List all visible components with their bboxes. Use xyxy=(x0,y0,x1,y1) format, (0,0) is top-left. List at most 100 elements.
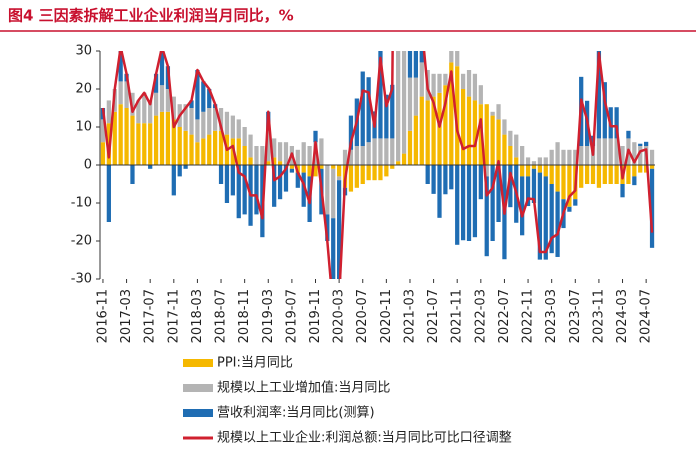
bar xyxy=(649,149,655,165)
bar xyxy=(555,165,560,192)
bar xyxy=(159,51,165,86)
bar xyxy=(153,92,159,116)
bar xyxy=(354,146,359,165)
bar xyxy=(549,184,554,254)
bar xyxy=(130,165,135,184)
bar xyxy=(218,130,224,165)
bar xyxy=(242,165,247,215)
bar xyxy=(183,165,188,169)
bar xyxy=(171,96,176,120)
bar xyxy=(171,119,176,165)
bar xyxy=(402,0,406,21)
bar xyxy=(354,165,359,188)
bar xyxy=(390,165,395,169)
bar xyxy=(319,138,324,165)
bar xyxy=(396,0,400,28)
x-tick-label: 2022-11 xyxy=(521,289,536,343)
bar xyxy=(177,165,182,177)
bar xyxy=(277,142,283,162)
bar xyxy=(478,165,483,200)
bar xyxy=(460,73,466,89)
bar xyxy=(348,165,354,192)
bar xyxy=(437,165,442,218)
x-tick-label: 2022-03 xyxy=(473,289,488,343)
bar xyxy=(195,119,200,143)
chart-title: 图4 三因素拆解工业企业利润当月同比，% xyxy=(8,7,294,25)
bar xyxy=(230,165,235,196)
bar xyxy=(596,165,602,188)
bar xyxy=(213,130,218,165)
bar xyxy=(608,138,613,165)
x-tick-label: 2019-11 xyxy=(308,289,323,343)
bar xyxy=(148,123,153,165)
bar xyxy=(218,108,224,131)
bar xyxy=(579,146,584,165)
bar xyxy=(520,176,525,236)
bar xyxy=(484,176,489,257)
bar xyxy=(266,161,271,165)
bar xyxy=(254,165,259,215)
bar xyxy=(449,165,454,190)
bar xyxy=(573,199,578,206)
bar xyxy=(437,92,442,165)
bar xyxy=(502,134,507,165)
bar xyxy=(496,165,501,222)
x-tick-label: 2024-07 xyxy=(639,289,654,343)
bar xyxy=(579,165,584,188)
bar xyxy=(248,134,253,158)
bar xyxy=(543,165,548,177)
bar xyxy=(283,142,289,165)
bar xyxy=(313,130,318,143)
bar xyxy=(289,165,295,169)
bar xyxy=(638,146,643,165)
x-tick-label: 2019-03 xyxy=(261,289,276,343)
bar xyxy=(366,142,371,165)
bar xyxy=(620,184,625,198)
bar xyxy=(626,130,631,139)
bar xyxy=(183,130,188,165)
bar xyxy=(360,71,365,146)
legend-swatch xyxy=(183,409,213,417)
bar xyxy=(555,191,560,257)
bar xyxy=(549,149,554,165)
bar xyxy=(218,165,224,184)
bar xyxy=(608,165,613,184)
x-tick-label: 2021-07 xyxy=(426,289,441,343)
bar xyxy=(508,165,513,208)
bar xyxy=(632,165,637,177)
bar xyxy=(336,176,342,181)
bar xyxy=(142,92,147,124)
legend-label: 规模以上工业企业:利润总额:当月同比可比口径调整 xyxy=(217,430,512,446)
bar xyxy=(224,111,230,135)
bar xyxy=(366,77,371,143)
bar xyxy=(401,153,407,165)
bar xyxy=(431,165,436,194)
bar xyxy=(413,77,419,116)
bar xyxy=(455,66,460,165)
bar xyxy=(272,157,277,165)
bar xyxy=(189,108,194,135)
bar xyxy=(419,51,424,63)
x-tick-label: 2017-03 xyxy=(119,289,134,343)
bar xyxy=(242,127,247,146)
bar xyxy=(531,161,537,165)
bar xyxy=(301,165,306,173)
bar xyxy=(466,70,472,97)
bar xyxy=(396,161,401,165)
x-tick-label: 2024-03 xyxy=(615,289,630,343)
bar xyxy=(207,108,212,135)
x-tick-label: 2017-11 xyxy=(166,289,181,343)
bar xyxy=(443,85,448,165)
bar xyxy=(230,115,235,139)
bar xyxy=(431,96,436,165)
bar xyxy=(266,130,271,162)
y-tick-label: 10 xyxy=(75,120,92,135)
bar xyxy=(525,165,531,177)
bar xyxy=(390,84,395,139)
bar xyxy=(484,165,489,177)
bar xyxy=(455,165,460,245)
bar xyxy=(366,165,371,181)
bar xyxy=(484,104,489,165)
bar xyxy=(384,165,389,177)
bar xyxy=(644,165,649,173)
